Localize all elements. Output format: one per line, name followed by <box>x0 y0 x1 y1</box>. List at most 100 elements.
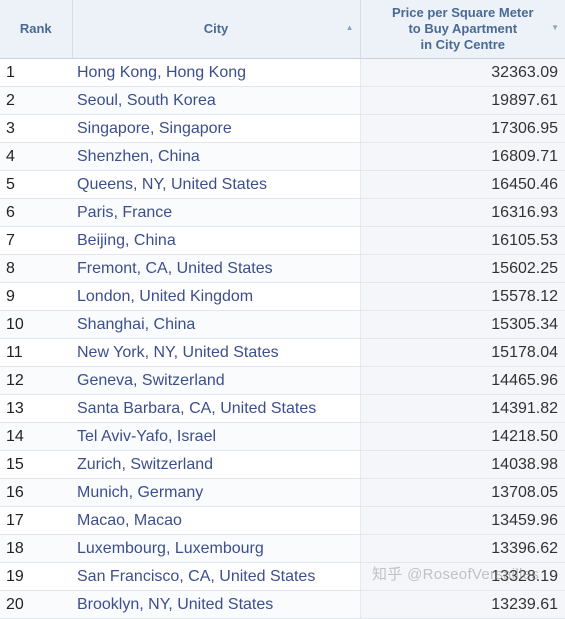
rank-cell: 7 <box>0 227 72 255</box>
price-cell: 16105.53 <box>360 227 565 255</box>
column-header-price[interactable]: Price per Square Meter to Buy Apartment … <box>360 0 565 59</box>
city-link[interactable]: Singapore, Singapore <box>77 120 232 137</box>
city-link[interactable]: Santa Barbara, CA, United States <box>77 400 316 417</box>
price-cell: 15602.25 <box>360 255 565 283</box>
city-cell: Macao, Macao <box>72 507 360 535</box>
price-cell: 16316.93 <box>360 199 565 227</box>
sort-ascending-icon[interactable]: ▲ <box>346 24 354 32</box>
rank-cell: 11 <box>0 339 72 367</box>
city-link[interactable]: Seoul, South Korea <box>77 92 216 109</box>
city-link[interactable]: Shanghai, China <box>77 316 195 333</box>
column-header-city[interactable]: City ▲ <box>72 0 360 59</box>
table-row: 16 Munich, Germany 13708.05 <box>0 479 565 507</box>
rank-cell: 17 <box>0 507 72 535</box>
column-header-rank[interactable]: Rank <box>0 0 72 59</box>
price-cell: 15305.34 <box>360 311 565 339</box>
table-row: 4 Shenzhen, China 16809.71 <box>0 143 565 171</box>
price-cell: 15178.04 <box>360 339 565 367</box>
rank-cell: 10 <box>0 311 72 339</box>
rank-cell: 8 <box>0 255 72 283</box>
rank-cell: 16 <box>0 479 72 507</box>
city-cell: Luxembourg, Luxembourg <box>72 535 360 563</box>
city-cell: Seoul, South Korea <box>72 87 360 115</box>
city-link[interactable]: Shenzhen, China <box>77 148 200 165</box>
city-link[interactable]: Tel Aviv-Yafo, Israel <box>77 428 216 445</box>
city-cell: Zurich, Switzerland <box>72 451 360 479</box>
price-cell: 13239.61 <box>360 591 565 619</box>
city-link[interactable]: Beijing, China <box>77 232 176 249</box>
rank-cell: 14 <box>0 423 72 451</box>
city-link[interactable]: London, United Kingdom <box>77 288 253 305</box>
city-link[interactable]: Brooklyn, NY, United States <box>77 596 273 613</box>
city-link[interactable]: Zurich, Switzerland <box>77 456 213 473</box>
column-header-price-label: Price per Square Meter to Buy Apartment … <box>361 5 565 53</box>
header-row: Rank City ▲ Price per Square Meter to Bu… <box>0 0 565 59</box>
rank-cell: 4 <box>0 143 72 171</box>
city-link[interactable]: New York, NY, United States <box>77 344 279 361</box>
city-cell: Shenzhen, China <box>72 143 360 171</box>
city-link[interactable]: Fremont, CA, United States <box>77 260 273 277</box>
city-link[interactable]: San Francisco, CA, United States <box>77 568 315 585</box>
price-cell: 13708.05 <box>360 479 565 507</box>
rank-cell: 20 <box>0 591 72 619</box>
column-header-city-label: City <box>73 21 360 37</box>
city-cell: Geneva, Switzerland <box>72 367 360 395</box>
rank-cell: 3 <box>0 115 72 143</box>
city-cell: Santa Barbara, CA, United States <box>72 395 360 423</box>
city-link[interactable]: Paris, France <box>77 204 172 221</box>
rank-cell: 6 <box>0 199 72 227</box>
city-link[interactable]: Hong Kong, Hong Kong <box>77 64 246 81</box>
rank-cell: 19 <box>0 563 72 591</box>
table-row: 10 Shanghai, China 15305.34 <box>0 311 565 339</box>
table-row: 9 London, United Kingdom 15578.12 <box>0 283 565 311</box>
price-cell: 19897.61 <box>360 87 565 115</box>
city-cell: Queens, NY, United States <box>72 171 360 199</box>
price-cell: 13396.62 <box>360 535 565 563</box>
city-link[interactable]: Geneva, Switzerland <box>77 372 225 389</box>
table-row: 13 Santa Barbara, CA, United States 14391.… <box>0 395 565 423</box>
city-link[interactable]: Munich, Germany <box>77 484 203 501</box>
city-cell: Paris, France <box>72 199 360 227</box>
table-row: 8 Fremont, CA, United States 15602.25 <box>0 255 565 283</box>
table-row: 19 San Francisco, CA, United States 13328.… <box>0 563 565 591</box>
price-cell: 17306.95 <box>360 115 565 143</box>
price-header-line-2: to Buy Apartment <box>408 21 517 36</box>
sort-descending-icon[interactable]: ▼ <box>551 24 559 32</box>
column-header-rank-label: Rank <box>0 21 72 37</box>
city-link[interactable]: Macao, Macao <box>77 512 182 529</box>
city-cell: New York, NY, United States <box>72 339 360 367</box>
city-cell: Fremont, CA, United States <box>72 255 360 283</box>
table-row: 11 New York, NY, United States 15178.04 <box>0 339 565 367</box>
city-cell: Brooklyn, NY, United States <box>72 591 360 619</box>
price-cell: 14465.96 <box>360 367 565 395</box>
city-link[interactable]: Luxembourg, Luxembourg <box>77 540 264 557</box>
price-cell: 14391.82 <box>360 395 565 423</box>
price-header-line-1: Price per Square Meter <box>392 5 534 20</box>
price-cell: 14038.98 <box>360 451 565 479</box>
price-cell: 13328.19 <box>360 563 565 591</box>
city-cell: Hong Kong, Hong Kong <box>72 59 360 87</box>
table-row: 6 Paris, France 16316.93 <box>0 199 565 227</box>
rank-cell: 2 <box>0 87 72 115</box>
city-cell: Shanghai, China <box>72 311 360 339</box>
rank-cell: 13 <box>0 395 72 423</box>
city-cell: Tel Aviv-Yafo, Israel <box>72 423 360 451</box>
rank-cell: 18 <box>0 535 72 563</box>
price-cell: 15578.12 <box>360 283 565 311</box>
table-row: 18 Luxembourg, Luxembourg 13396.62 <box>0 535 565 563</box>
rank-cell: 1 <box>0 59 72 87</box>
city-cell: London, United Kingdom <box>72 283 360 311</box>
table-row: 20 Brooklyn, NY, United States 13239.61 <box>0 591 565 619</box>
city-link[interactable]: Queens, NY, United States <box>77 176 267 193</box>
table-row: 7 Beijing, China 16105.53 <box>0 227 565 255</box>
city-cell: Munich, Germany <box>72 479 360 507</box>
price-cell: 16809.71 <box>360 143 565 171</box>
price-cell: 16450.46 <box>360 171 565 199</box>
rank-cell: 9 <box>0 283 72 311</box>
city-cell: Beijing, China <box>72 227 360 255</box>
